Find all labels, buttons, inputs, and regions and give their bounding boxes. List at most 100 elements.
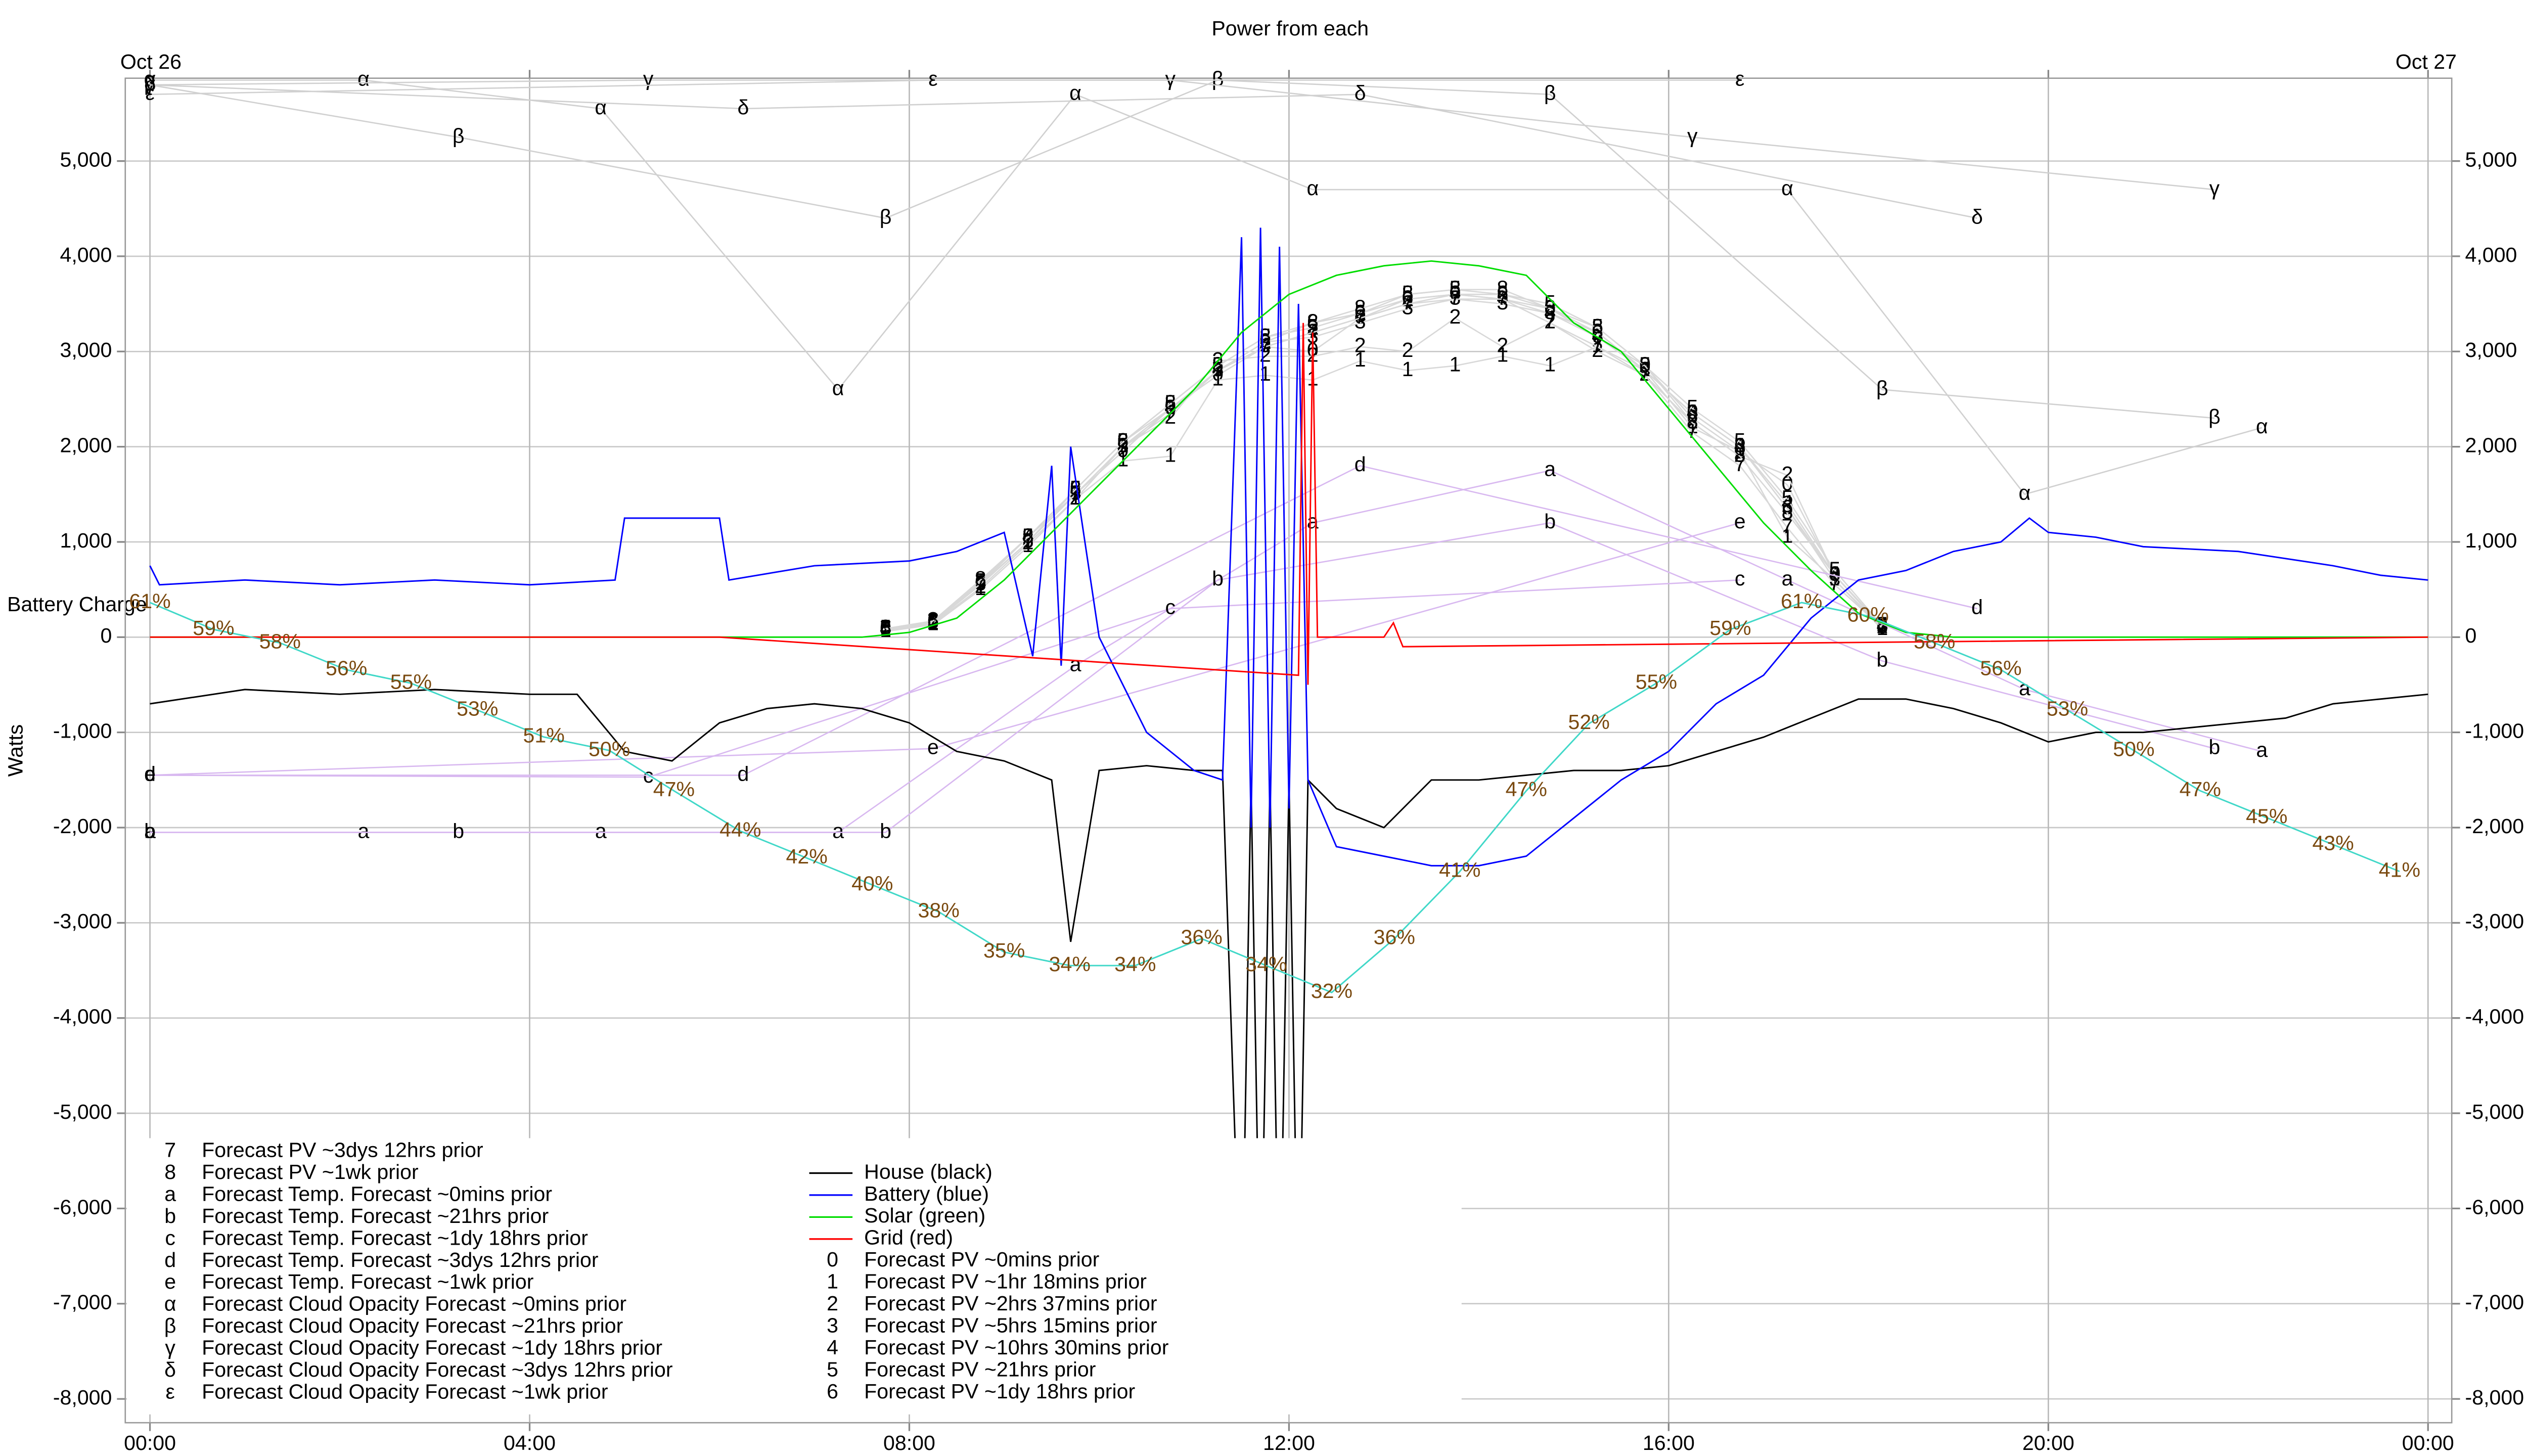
y2-tick-label: -7,000 (2465, 1291, 2524, 1314)
battery-charge-label: 36% (1181, 926, 1223, 949)
series-marker: α (832, 376, 844, 399)
series-marker: a (2256, 738, 2268, 761)
series-marker: α (357, 67, 370, 90)
series-marker: ε (1735, 67, 1744, 90)
series-marker: 8 (1355, 295, 1366, 318)
series-marker: a (1544, 458, 1556, 481)
series-marker: 5 (1592, 314, 1603, 338)
series-marker: c (1735, 567, 1745, 590)
y2-tick-label: 3,000 (2465, 338, 2517, 361)
series-marker: 2 (1829, 562, 1840, 585)
legend-marker: 4 (827, 1336, 838, 1359)
series-marker: c (145, 762, 155, 785)
series-marker: b (2208, 736, 2220, 759)
legend-label: Forecast Temp. Forecast ~3dys 12hrs prio… (202, 1248, 599, 1271)
series-marker: 2 (1782, 462, 1793, 485)
series-marker: 6 (1307, 310, 1319, 333)
y2-tick-label: -6,000 (2465, 1195, 2524, 1218)
x-tick-label: 00:00 (2402, 1431, 2454, 1454)
series-marker: 4 (1829, 562, 1840, 585)
battery-charge-label: 40% (851, 872, 893, 895)
series-line (150, 522, 1740, 776)
series-marker: d (1971, 596, 1983, 619)
series-marker: e (144, 762, 156, 785)
series-marker: 7 (1307, 319, 1319, 342)
series-marker: 7 (1639, 362, 1651, 385)
series-marker: β (1212, 67, 1224, 90)
legend-label: Forecast PV ~5hrs 15mins prior (864, 1313, 1157, 1337)
legend-label: Forecast PV ~10hrs 30mins prior (864, 1336, 1169, 1359)
y-tick-label: -4,000 (53, 1005, 112, 1028)
series-marker: 8 (1022, 524, 1034, 547)
legend-label: Forecast Cloud Opacity Forecast ~1dy 18h… (202, 1336, 662, 1359)
series-marker: 2 (1402, 338, 1414, 361)
series-line (885, 298, 1883, 630)
series-marker: 4 (1307, 319, 1319, 342)
legend-marker: δ (164, 1358, 176, 1381)
series-marker: 3 (1355, 310, 1366, 333)
series-marker: b (144, 819, 156, 842)
series-marker: γ (2209, 176, 2220, 200)
y-tick-label: 3,000 (60, 338, 112, 361)
battery-charge-label: 41% (1439, 858, 1480, 882)
legend-marker: γ (165, 1336, 175, 1359)
series-marker: 5 (1687, 395, 1698, 419)
series-marker: e (1734, 510, 1746, 533)
series-marker: b (1544, 510, 1556, 533)
series-marker: b (1212, 567, 1224, 590)
legend-label: Forecast PV ~1wk prior (202, 1160, 419, 1184)
series-marker: 6 (975, 571, 986, 594)
series-marker: a (358, 819, 370, 842)
series-marker: 4 (1212, 357, 1224, 381)
y-tick-label: 1,000 (60, 529, 112, 552)
battery-charge-label: 38% (918, 898, 960, 922)
series-marker: 6 (1117, 429, 1128, 452)
series-marker: δ (144, 72, 156, 95)
legend-marker: c (165, 1226, 175, 1249)
series-marker: 1 (1355, 348, 1366, 371)
battery-charge-label: 53% (457, 697, 498, 720)
series-marker: γ (145, 72, 155, 95)
series-marker: 8 (1117, 429, 1128, 452)
series-marker: α (2018, 481, 2030, 505)
series-marker: β (144, 72, 156, 95)
legend-label: Forecast PV ~0mins prior (864, 1248, 1099, 1271)
series-line (150, 465, 1977, 776)
series-marker: 8 (1497, 277, 1508, 300)
y-tick-label: -5,000 (53, 1100, 112, 1123)
battery-charge-label: 55% (1636, 670, 1677, 693)
series-marker: 1 (1117, 448, 1128, 471)
series-marker: β (1876, 376, 1888, 399)
legend-label: Forecast PV ~2hrs 37mins prior (864, 1292, 1157, 1315)
series-line (150, 84, 1977, 219)
series-marker: 8 (1592, 314, 1603, 338)
series-marker: 3 (1829, 567, 1840, 590)
series-marker: a (1782, 567, 1793, 590)
series-marker: 8 (1734, 443, 1746, 466)
series-marker: 2 (1450, 305, 1461, 328)
x-tick-label: 16:00 (1643, 1431, 1695, 1454)
series-line (149, 228, 2428, 867)
series-marker: δ (1355, 81, 1366, 105)
legend-marker: 0 (827, 1248, 838, 1271)
battery-charge-label: 47% (653, 778, 695, 801)
y-tick-label: 2,000 (60, 433, 112, 457)
y2-tick-label: 5,000 (2465, 148, 2517, 171)
legend-marker: 8 (164, 1160, 176, 1184)
series-marker: a (1070, 653, 1081, 676)
series-marker: α (1781, 176, 1793, 200)
series-marker: 7 (1782, 515, 1793, 538)
battery-charge-label: 61% (129, 589, 170, 613)
series-marker: 8 (1259, 324, 1271, 347)
legend-marker: 7 (164, 1139, 176, 1162)
battery-charge-label: 35% (983, 939, 1025, 962)
y2-tick-label: -3,000 (2465, 909, 2524, 933)
series-line (150, 522, 2215, 833)
series-marker: 3 (1450, 286, 1461, 309)
series-marker: 8 (1450, 277, 1461, 300)
y-tick-label: -3,000 (53, 909, 112, 933)
series-marker: d (1355, 452, 1366, 476)
battery-charge-label: 52% (1568, 710, 1610, 734)
x-tick-label: 08:00 (883, 1431, 935, 1454)
